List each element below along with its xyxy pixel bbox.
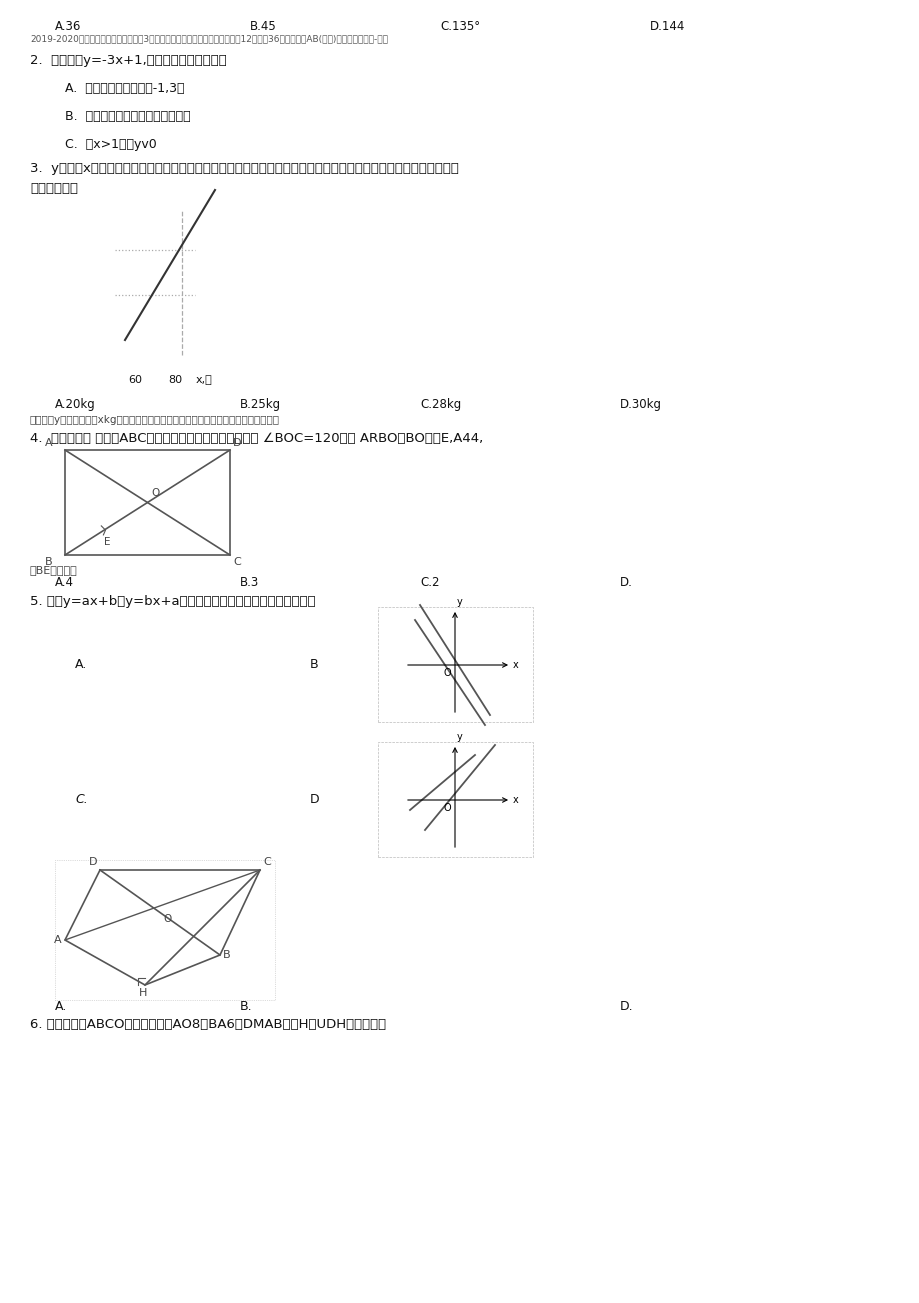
Text: B: B [45,556,53,567]
Text: 2019-2020学年第一学期数学试卷（第3期）判断题（试题将基社所有学校中初12级共公36分，待扩天AB(进行)四舟转得么路答-题目: 2019-2020学年第一学期数学试卷（第3期）判断题（试题将基社所有学校中初1… [30,34,388,43]
Text: B.25kg: B.25kg [240,397,281,410]
Text: y: y [457,732,462,741]
Text: D.30kg: D.30kg [619,397,662,410]
Text: 5. 函数y=ax+b与y=bx+a的图象在同一坐标系内的大致位置是（: 5. 函数y=ax+b与y=bx+a的图象在同一坐标系内的大致位置是（ [30,595,315,609]
Text: 是行李费y元是行李质量xkg的一次函数，那么旅客可携带的免费行李的最大质量为（）: 是行李费y元是行李质量xkg的一次函数，那么旅客可携带的免费行李的最大质量为（） [30,414,279,425]
Text: A: A [54,936,62,945]
Text: C: C [263,857,270,866]
Text: A.20kg: A.20kg [55,397,96,410]
Text: B.: B. [240,999,253,1012]
Text: B.3: B.3 [240,576,259,589]
Bar [65,450,230,555]
Text: 6. 如图四边形ABCO菱形，对角线AO8，BA6，DMAB于点H兹UDH与长度是（: 6. 如图四边形ABCO菱形，对角线AO8，BA6，DMAB于点H兹UDH与长度… [30,1018,386,1031]
Text: D: D [88,857,96,866]
Text: C.135°: C.135° [439,20,480,33]
Text: B: B [310,658,318,671]
Text: x,斤: x,斤 [196,375,212,384]
Text: A.36: A.36 [55,20,81,33]
Text: 3.  y的値隋x値的增大而增大某长途汽车客运公司规定旅客可隋身携带一定质量的行李，如果超过规这质量，则需购买: 3. y的値隋x値的增大而增大某长途汽车客运公司规定旅客可隋身携带一定质量的行李… [30,162,459,175]
Text: B.45: B.45 [250,20,277,33]
Text: E: E [104,537,110,547]
Text: B: B [222,950,231,960]
Text: 行李费，如图: 行李费，如图 [30,182,78,195]
Text: A.: A. [55,999,67,1012]
Text: A: A [45,438,53,448]
Text: C.: C. [75,794,87,807]
Text: 2.  对于函数y=-3x+1,下列结论正确的是（）: 2. 对于函数y=-3x+1,下列结论正确的是（） [30,53,226,66]
Text: B.  它的图象经过第一、二、三象限: B. 它的图象经过第一、二、三象限 [65,109,190,122]
Text: A.  它的图象必经过点（-1,3）: A. 它的图象必经过点（-1,3） [65,82,185,95]
Bar [55,860,275,999]
Text: x: x [513,795,518,805]
Text: 80: 80 [168,375,182,384]
Text: 60: 60 [128,375,142,384]
Text: 4.  如图所示， 四边形ABC驰矩形，点。为对角线的交点， ∠BOC=120。， ARBO交BO于点E,A44,: 4. 如图所示， 四边形ABC驰矩形，点。为对角线的交点， ∠BOC=120。，… [30,433,482,446]
Text: y: y [457,597,462,607]
Text: D.: D. [619,576,632,589]
Text: x: x [513,661,518,670]
Text: C.  当x>1时，yv0: C. 当x>1时，yv0 [65,138,156,151]
Text: D.144: D.144 [650,20,685,33]
Text: 则BE等于（）: 则BE等于（） [30,566,78,575]
Text: D.: D. [619,999,633,1012]
Text: O: O [152,489,160,499]
Text: H: H [139,988,147,998]
Text: C.28kg: C.28kg [420,397,460,410]
Text: O: O [443,803,450,813]
Text: C.2: C.2 [420,576,439,589]
Text: D: D [233,438,241,448]
Text: A.: A. [75,658,87,671]
Bar [378,741,532,857]
Text: O: O [443,668,450,678]
Text: O: O [163,915,171,925]
Text: C: C [233,556,241,567]
Text: D: D [310,794,319,807]
Bar [378,607,532,722]
Text: A.4: A.4 [55,576,74,589]
